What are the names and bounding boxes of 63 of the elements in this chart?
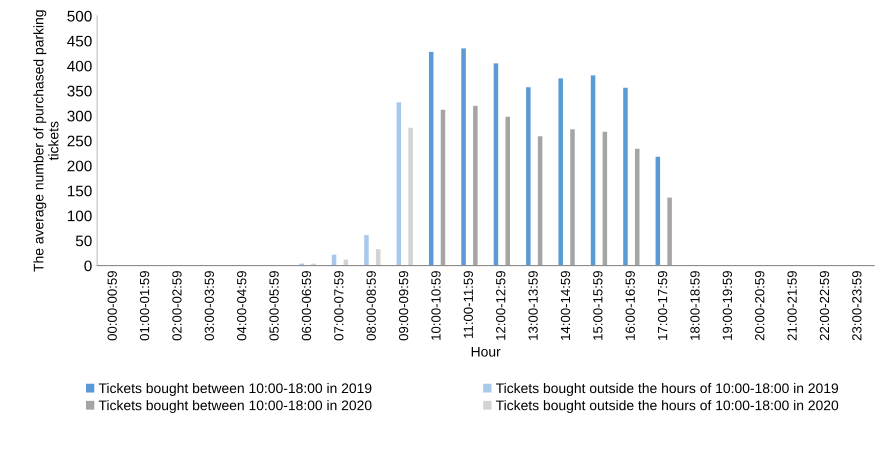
x-tick-label: 09:00-09:59: [398, 271, 408, 340]
bar: [408, 128, 413, 266]
x-tick-label: 12:00-12:59: [496, 271, 506, 340]
y-tick-label: 100: [68, 210, 92, 222]
bar: [428, 52, 434, 266]
bar: [505, 116, 510, 266]
x-tick-label: 20:00-20:59: [755, 271, 764, 340]
x-tick-label: 06:00-06:59: [302, 271, 312, 340]
y-tick-label: 250: [68, 136, 92, 146]
y-tick-label: 200: [68, 160, 92, 172]
x-tick-label: 07:00-07:59: [334, 271, 344, 340]
y-tick-label: 500: [67, 10, 92, 22]
x-tick-label: 04:00-04:59: [237, 271, 246, 340]
bar: [602, 132, 608, 266]
x-tick-label: 11:00-11:59: [464, 271, 474, 338]
bar: [526, 87, 531, 266]
x-tick-label: 17:00-17:59: [658, 271, 668, 340]
bar: [376, 249, 380, 266]
x-tick-label: 19:00-19:59: [722, 271, 732, 340]
y-tick-label: 450: [67, 36, 92, 47]
x-tick-label: 08:00-08:59: [366, 271, 376, 340]
bar: [570, 129, 575, 266]
y-axis-title: The average number of purchased parking tickets: [33, 10, 58, 272]
bar: [634, 148, 640, 266]
bar: [332, 254, 336, 266]
x-tick-label: 22:00-22:59: [820, 271, 830, 340]
x-tick-label: 05:00-05:59: [269, 271, 279, 340]
x-tick-label: 16:00-16:59: [626, 271, 635, 340]
legend-label: Tickets bought outside the hours of 10:00-18:00 in 2019: [496, 382, 838, 396]
bar: [667, 198, 672, 266]
x-tick-label: 23:00-23:59: [852, 271, 862, 340]
x-tick-label: 13:00-13:59: [528, 271, 538, 340]
legend-label: Tickets bought between 10:00-18:00 in 2020: [98, 400, 372, 414]
bar: [656, 156, 660, 266]
bar: [623, 88, 628, 266]
x-tick-label: 00:00-00:59: [108, 271, 117, 340]
x-tick-label: 21:00-21:59: [787, 271, 797, 340]
y-tick-label: 0: [84, 260, 92, 272]
bar: [344, 260, 348, 266]
x-tick-label: 14:00-14:59: [560, 271, 570, 340]
x-tick-label: 10:00-10:59: [431, 271, 441, 340]
bar: [461, 48, 466, 266]
x-tick-label: 03:00-03:59: [204, 271, 214, 340]
y-tick-label: 300: [67, 110, 92, 122]
x-tick-label: 01:00-01:59: [140, 271, 150, 340]
bar: [473, 106, 478, 266]
y-tick-label: 150: [68, 186, 92, 196]
x-tick-label: 02:00-02:59: [172, 271, 182, 340]
y-tick-label: 350: [67, 86, 92, 96]
legend-label: Tickets bought between 10:00-18:00 in 2019: [98, 382, 372, 396]
bar: [538, 136, 542, 266]
bar: [440, 110, 446, 266]
x-axis-title: Hour: [472, 346, 500, 357]
y-tick-label: 400: [67, 60, 92, 72]
x-tick-label: 18:00-18:59: [690, 271, 700, 340]
bar: [364, 235, 369, 266]
bar: [396, 102, 402, 266]
x-tick-label: 15:00-15:59: [593, 271, 603, 340]
legend-label: Tickets bought outside the hours of 10:00-18:00 in 2020: [496, 400, 838, 414]
bar: [494, 63, 498, 266]
y-tick-label: 50: [76, 235, 92, 246]
bar: [558, 78, 563, 266]
bar: [590, 75, 596, 266]
